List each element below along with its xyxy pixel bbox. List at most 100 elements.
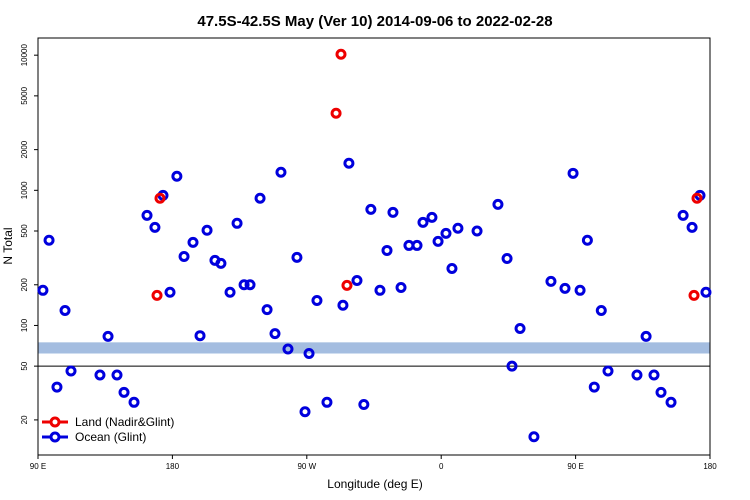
point — [446, 262, 458, 274]
point — [282, 343, 294, 355]
point — [215, 257, 227, 269]
point — [291, 251, 303, 263]
y-axis-label: N Total — [1, 227, 15, 264]
point — [631, 369, 643, 381]
point — [151, 289, 163, 301]
point — [602, 365, 614, 377]
point — [303, 348, 315, 360]
x-tick-label: 90 E — [30, 462, 46, 471]
x-tick-label: 180 — [703, 462, 717, 471]
point — [201, 224, 213, 236]
point — [154, 192, 166, 204]
band — [38, 342, 710, 354]
point — [244, 279, 256, 291]
point — [686, 221, 698, 233]
y-tick-label: 200 — [20, 278, 29, 292]
point — [506, 360, 518, 372]
legend-marker — [49, 416, 61, 428]
point — [452, 222, 464, 234]
point — [341, 279, 353, 291]
point — [655, 386, 667, 398]
point — [224, 286, 236, 298]
point — [275, 166, 287, 178]
point — [700, 286, 712, 298]
x-axis-label: Longitude (deg E) — [327, 477, 422, 491]
point — [514, 322, 526, 334]
point — [178, 250, 190, 262]
y-tick-label: 5000 — [20, 86, 29, 104]
point — [102, 330, 114, 342]
point — [311, 294, 323, 306]
point — [559, 282, 571, 294]
y-tick-label: 20 — [20, 415, 29, 424]
point — [111, 369, 123, 381]
point — [648, 369, 660, 381]
point — [588, 381, 600, 393]
point — [194, 330, 206, 342]
point — [94, 369, 106, 381]
point — [187, 236, 199, 248]
point — [381, 244, 393, 256]
point — [149, 221, 161, 233]
point — [141, 209, 153, 221]
point — [640, 330, 652, 342]
point — [581, 234, 593, 246]
point — [528, 431, 540, 443]
point — [501, 252, 513, 264]
point — [43, 234, 55, 246]
point — [365, 203, 377, 215]
point — [51, 381, 63, 393]
y-tick-label: 2000 — [20, 140, 29, 158]
point — [299, 406, 311, 418]
point — [164, 286, 176, 298]
point — [321, 396, 333, 408]
y-tick-label: 1000 — [20, 181, 29, 199]
point — [545, 275, 557, 287]
point — [688, 289, 700, 301]
point — [595, 305, 607, 317]
point — [118, 386, 130, 398]
point — [567, 167, 579, 179]
point — [387, 206, 399, 218]
point — [231, 217, 243, 229]
x-tick-label: 90 W — [297, 462, 316, 471]
x-tick-label: 90 E — [567, 462, 583, 471]
point — [37, 284, 49, 296]
y-tick-label: 500 — [20, 224, 29, 238]
point — [411, 239, 423, 251]
point — [432, 235, 444, 247]
point — [343, 157, 355, 169]
point — [65, 365, 77, 377]
point — [337, 299, 349, 311]
point — [351, 275, 363, 287]
point — [269, 328, 281, 340]
point — [171, 170, 183, 182]
point — [471, 225, 483, 237]
point — [59, 305, 71, 317]
point — [440, 227, 452, 239]
legend-marker — [49, 431, 61, 443]
point — [335, 48, 347, 60]
legend-label: Land (Nadir&Glint) — [75, 415, 174, 429]
point — [691, 192, 703, 204]
point — [677, 209, 689, 221]
point — [665, 396, 677, 408]
point — [128, 396, 140, 408]
point — [261, 304, 273, 316]
x-tick-label: 0 — [439, 462, 444, 471]
chart-title: 47.5S-42.5S May (Ver 10) 2014-09-06 to 2… — [197, 13, 552, 30]
point — [417, 216, 429, 228]
point — [395, 281, 407, 293]
point — [254, 192, 266, 204]
point — [492, 198, 504, 210]
y-tick-label: 50 — [20, 361, 29, 370]
point — [574, 284, 586, 296]
point — [238, 279, 250, 291]
y-tick-label: 100 — [20, 318, 29, 332]
legend-label: Ocean (Glint) — [75, 430, 146, 444]
point — [374, 284, 386, 296]
plot-frame — [37, 37, 711, 456]
point — [426, 211, 438, 223]
point — [330, 107, 342, 119]
